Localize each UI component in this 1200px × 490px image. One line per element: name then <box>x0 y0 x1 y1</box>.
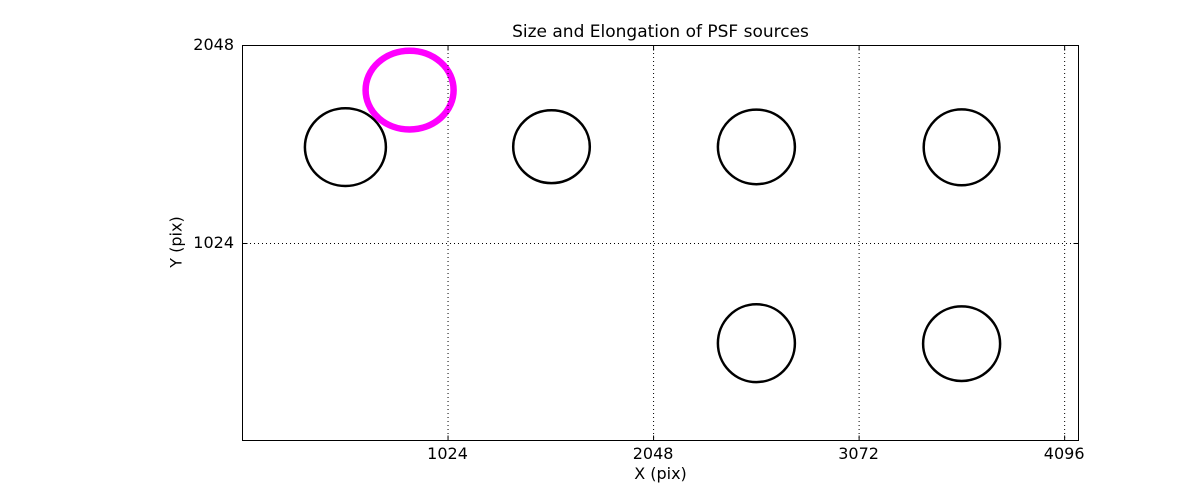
x-tick-label: 1024 <box>427 444 468 463</box>
x-tick-label: 2048 <box>632 444 674 463</box>
y-tick-label: 1024 <box>193 233 234 252</box>
psf-ellipse <box>922 108 1001 187</box>
x-tick-label: 3072 <box>838 444 879 463</box>
psf-ellipse <box>921 305 1002 383</box>
psf-ellipse <box>716 303 797 384</box>
psf-ellipse-highlighted <box>362 47 457 133</box>
psf-ellipse <box>716 108 797 186</box>
plot-area <box>242 45 1079 441</box>
plot-frame <box>242 45 1079 441</box>
x-axis-label: X (pix) <box>634 464 687 483</box>
psf-ellipse <box>511 109 592 185</box>
x-tick-label: 4096 <box>1043 444 1085 463</box>
y-tick-label: 2048 <box>193 35 234 54</box>
y-axis-label: Y (pix) <box>166 216 186 268</box>
psf-ellipse <box>303 106 388 188</box>
chart-title: Size and Elongation of PSF sources <box>512 22 809 42</box>
